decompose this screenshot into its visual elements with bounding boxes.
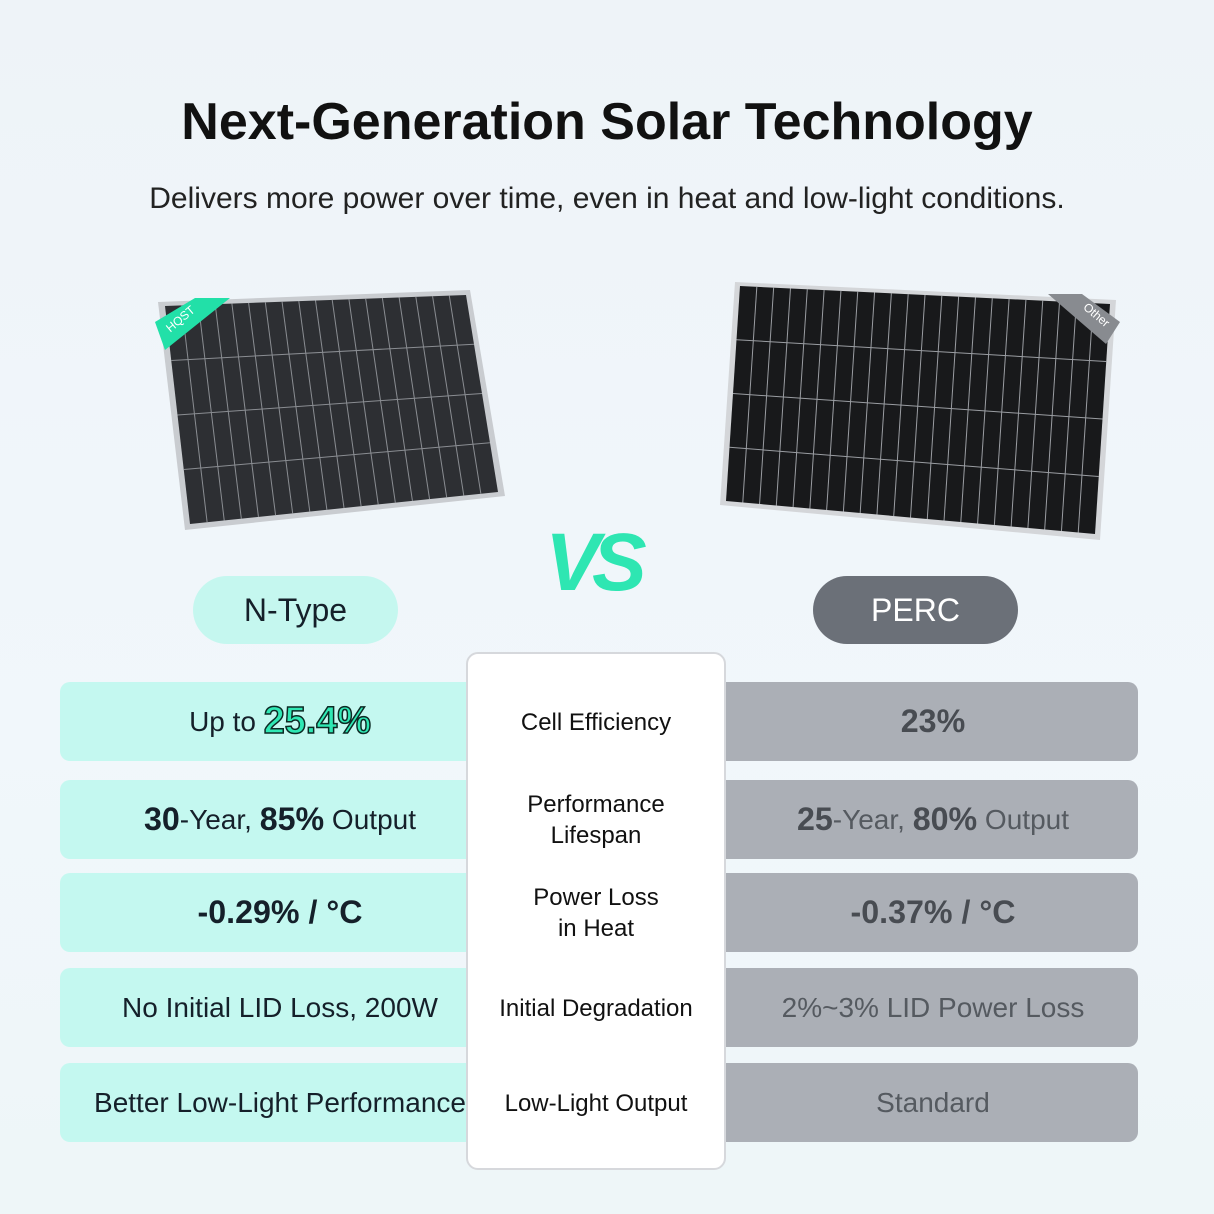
right-value: Standard	[700, 1063, 1138, 1142]
feature-line: Cell Efficiency	[520, 708, 672, 736]
feature-label: Initial Degradation	[466, 993, 726, 1024]
feature-column	[466, 652, 726, 1170]
left-label: N-Type	[193, 576, 398, 644]
value-text: Up to	[189, 705, 264, 737]
feature-line: Power Loss	[533, 884, 659, 911]
right-label: PERC	[813, 576, 1018, 644]
right-value: 25 -Year, 80% Output	[700, 780, 1138, 859]
right-value: 23%	[700, 682, 1138, 761]
feature-label: Cell Efficiency	[466, 707, 726, 738]
right-value: 2%~3% LID Power Loss	[700, 968, 1138, 1047]
title: Next-Generation Solar Technology	[181, 93, 1033, 151]
value-text: 30	[143, 801, 180, 837]
left-value: Better Low-Light Performance	[60, 1063, 500, 1142]
feature-line: Lifespan	[550, 822, 642, 849]
value-text: -0.29% / °C	[197, 894, 363, 930]
value-text: -Year,	[179, 803, 260, 835]
value-text: 23%	[900, 703, 966, 739]
feature-label: Performance Lifespan	[466, 789, 726, 851]
feature-line: Low-Light Output	[504, 1089, 688, 1117]
left-value: 30 -Year, 85% Output	[60, 780, 500, 859]
feature-line: Performance	[527, 791, 665, 818]
left-value: -0.29% / °C	[60, 873, 500, 952]
feature-line: in Heat	[557, 915, 635, 942]
value-text: No Initial LID Loss, 200W	[122, 991, 438, 1023]
value-text: -0.37% / °C	[850, 894, 1016, 930]
versus: VS	[545, 517, 646, 608]
panels: HQST Other VS	[155, 282, 1120, 608]
value-text: Standard	[876, 1086, 990, 1118]
value-text: Output	[324, 803, 416, 835]
value-text: 85%	[259, 801, 325, 837]
value-text: 25.4%	[263, 699, 372, 743]
feature-label: Power Loss in Heat	[466, 882, 726, 944]
feature-line: Initial Degradation	[499, 994, 693, 1022]
value-text: 2%~3% LID Power Loss	[781, 991, 1085, 1023]
value-text: Better Low-Light Performance	[94, 1086, 466, 1118]
subtitle: Delivers more power over time, even in h…	[149, 182, 1065, 215]
value-text: Output	[977, 803, 1069, 835]
right-value: -0.37% / °C	[700, 873, 1138, 952]
value-text: 25	[796, 801, 833, 837]
value-text: -Year,	[832, 803, 913, 835]
left-value: Up to 25.4%	[60, 682, 500, 761]
left-value: No Initial LID Loss, 200W	[60, 968, 500, 1047]
value-text: 80%	[912, 801, 978, 837]
feature-label: Low-Light Output	[466, 1088, 726, 1119]
